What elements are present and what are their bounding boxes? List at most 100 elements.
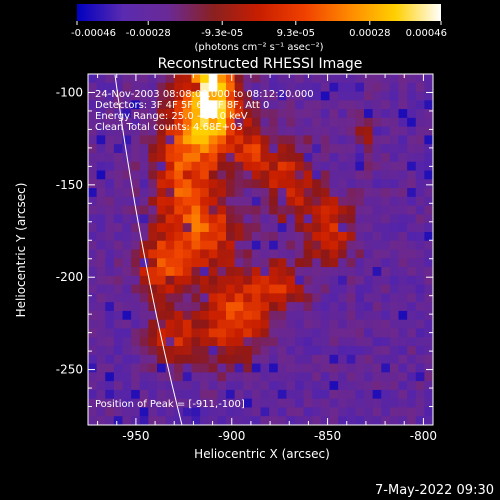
heatmap-cell <box>157 407 167 417</box>
heatmap-cell <box>320 328 330 338</box>
heatmap-cell <box>234 117 244 128</box>
heatmap-cell <box>312 328 322 338</box>
heatmap-cell <box>381 126 391 136</box>
heatmap-cell <box>113 302 123 312</box>
heatmap-cell <box>260 319 270 329</box>
heatmap-cell <box>131 398 141 408</box>
heatmap-cell <box>355 179 365 189</box>
heatmap-cell <box>122 398 132 408</box>
heatmap-cell <box>320 205 330 215</box>
heatmap-cell <box>217 337 227 347</box>
heatmap-cell <box>338 205 348 215</box>
heatmap-cell <box>424 100 433 110</box>
heatmap-cell <box>191 293 201 303</box>
heatmap-cell <box>269 161 279 171</box>
heatmap-cell <box>182 267 192 277</box>
heatmap-cell <box>251 240 261 250</box>
heatmap-cell <box>381 223 391 233</box>
heatmap-cell <box>381 293 391 303</box>
heatmap-cell <box>88 240 98 250</box>
heatmap-cell <box>191 100 201 110</box>
heatmap-cell <box>165 135 175 145</box>
heatmap-cell <box>415 275 425 286</box>
heatmap-cell <box>148 267 158 277</box>
heatmap-cell <box>295 346 305 356</box>
heatmap-cell <box>113 249 123 259</box>
heatmap-cell <box>113 275 123 286</box>
heatmap-cell <box>191 179 201 189</box>
heatmap-cell <box>174 240 184 250</box>
heatmap-cell <box>131 249 141 259</box>
heatmap-cell <box>208 284 218 294</box>
heatmap-cell <box>312 372 322 382</box>
heatmap-cell <box>407 126 417 136</box>
heatmap-cell <box>234 407 244 417</box>
heatmap-cell <box>182 82 192 92</box>
heatmap-cell <box>389 188 399 198</box>
heatmap-cell <box>105 346 115 356</box>
heatmap-cell <box>389 117 399 128</box>
heatmap-cell <box>131 223 141 233</box>
heatmap-cell <box>157 152 167 163</box>
heatmap-cell <box>277 126 287 136</box>
heatmap-cell <box>131 117 141 128</box>
heatmap-cell <box>157 319 167 329</box>
heatmap-cell <box>157 109 167 119</box>
heatmap-cell <box>113 100 123 110</box>
heatmap-cell <box>191 231 201 242</box>
heatmap-cell <box>286 249 296 259</box>
heatmap-cell <box>200 109 210 119</box>
heatmap-cell <box>174 275 184 286</box>
heatmap-cell <box>424 293 433 303</box>
heatmap-cell <box>139 91 149 101</box>
annotation-counts: Clean Total counts: 4.68E+03 <box>95 122 243 133</box>
heatmap-cell <box>217 161 227 171</box>
heatmap-cell <box>269 179 279 189</box>
heatmap-cell <box>355 240 365 250</box>
heatmap-cell <box>105 354 115 364</box>
heatmap-cell <box>398 161 408 171</box>
heatmap-cell <box>355 231 365 242</box>
heatmap-cell <box>96 389 106 400</box>
heatmap-cell <box>286 100 296 110</box>
heatmap-cell <box>260 223 270 233</box>
heatmap-cell <box>295 267 305 277</box>
heatmap-cell <box>415 240 425 250</box>
heatmap-cell <box>243 161 253 171</box>
heatmap-cell <box>364 372 374 382</box>
heatmap-cell <box>191 135 201 145</box>
heatmap-cell <box>234 196 244 207</box>
heatmap-cell <box>372 275 382 286</box>
heatmap-cell <box>303 284 313 294</box>
heatmap-cell <box>312 100 322 110</box>
heatmap-cell <box>96 328 106 338</box>
heatmap-cell <box>122 170 132 180</box>
heatmap-cell <box>251 302 261 312</box>
heatmap-cell <box>372 74 382 84</box>
heatmap-cell <box>217 74 227 84</box>
heatmap-cell <box>398 275 408 286</box>
heatmap-cell <box>96 135 106 145</box>
heatmap-cell <box>174 135 184 145</box>
heatmap-cell <box>286 144 296 154</box>
heatmap-cell <box>217 389 227 400</box>
heatmap-cell <box>157 416 167 425</box>
heatmap-cell <box>191 319 201 329</box>
heatmap-cell <box>260 152 270 163</box>
heatmap-cell <box>251 144 261 154</box>
heatmap-cell <box>338 179 348 189</box>
heatmap-cell <box>415 179 425 189</box>
heatmap-cell <box>208 407 218 417</box>
heatmap-cell <box>286 161 296 171</box>
heatmap-cell <box>200 91 210 101</box>
heatmap-cell <box>157 82 167 92</box>
heatmap-cell <box>217 354 227 364</box>
heatmap-cell <box>277 249 287 259</box>
heatmap-cell <box>381 91 391 101</box>
heatmap-cell <box>260 346 270 356</box>
heatmap-cell <box>131 284 141 294</box>
heatmap-cell <box>226 188 236 198</box>
heatmap-cell <box>346 170 356 180</box>
heatmap-cell <box>424 354 433 364</box>
heatmap-cell <box>277 91 287 101</box>
